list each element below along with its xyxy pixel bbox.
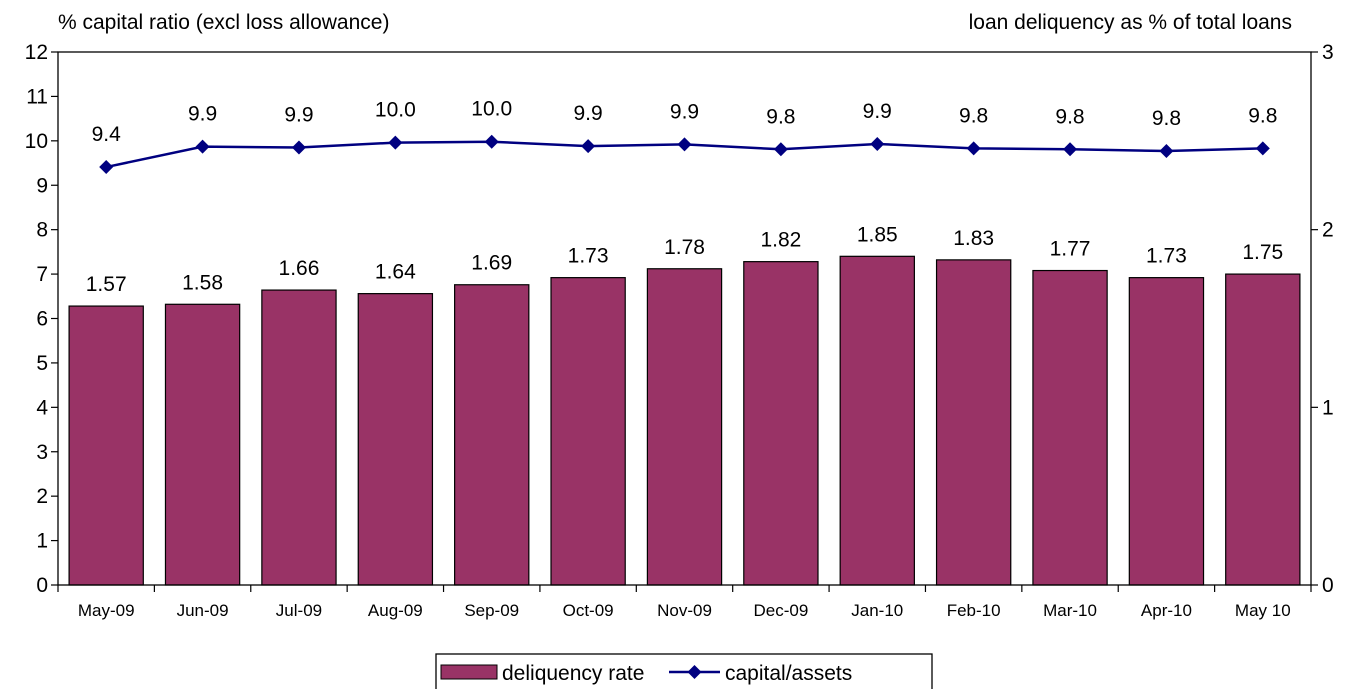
x-tick-label: Aug-09 [368, 601, 423, 620]
bar-data-label: 1.57 [86, 273, 127, 296]
line-data-label: 9.9 [574, 102, 603, 125]
bar [1032, 269, 1108, 586]
bar-data-label: 1.73 [1146, 245, 1187, 268]
bar [164, 303, 241, 586]
left-tick-label: 0 [36, 574, 48, 597]
line-point-diamond-marker [1159, 144, 1174, 159]
left-axis-title: % capital ratio (excl loss allowance) [58, 11, 389, 34]
right-axis: 0 1 2 3 [1311, 41, 1334, 597]
bar-data-label: 1.66 [279, 257, 320, 280]
x-axis: May-09 Jun-09 Jul-09 Aug-09 Sep-09 Oct-09 Nov-… [57, 585, 1312, 620]
right-axis-title: loan deliquency as % of total loans [969, 11, 1292, 34]
line-point-diamond-marker [484, 134, 499, 149]
line-data-label: 10.0 [375, 99, 416, 122]
bar [646, 268, 723, 586]
line-point-diamond-marker [870, 136, 885, 151]
line-point-diamond-marker [99, 160, 114, 175]
line-data-label: 9.8 [1248, 104, 1277, 127]
bar [550, 277, 626, 586]
line-data-label: 9.9 [284, 103, 313, 126]
left-tick-label: 4 [36, 396, 48, 419]
line-data-labels: 9.4 9.9 9.9 10.0 10.0 9.9 9.9 9.8 9.9 9.8 9.8 9.8 9.… [92, 98, 1278, 146]
bar [839, 255, 915, 586]
bar-data-labels: 1.57 1.58 1.66 1.64 1.69 1.73 1.78 1.82 1.85 1.83… [86, 223, 1283, 296]
x-tick-label: Oct-09 [563, 601, 614, 620]
x-tick-label: Nov-09 [657, 601, 712, 620]
left-tick-label: 6 [36, 308, 48, 331]
line-data-label: 9.4 [92, 123, 122, 146]
left-tick-label: 12 [25, 41, 48, 64]
line-data-label: 9.8 [1055, 105, 1084, 128]
line-point-diamond-marker [1063, 142, 1078, 157]
left-tick-label: 8 [36, 219, 48, 242]
bar-data-label: 1.77 [1050, 238, 1091, 261]
x-tick-label: Dec-09 [753, 601, 808, 620]
x-tick-label: May-09 [78, 601, 135, 620]
line-point-diamond-marker [1255, 141, 1270, 156]
line-point-diamond-marker [581, 139, 596, 154]
bar [743, 261, 819, 586]
bar [1225, 273, 1301, 586]
bar-data-label: 1.73 [568, 245, 609, 268]
left-tick-label: 7 [36, 263, 48, 286]
x-tick-label: Jul-09 [276, 601, 322, 620]
bar-data-label: 1.64 [375, 261, 416, 284]
line-point-diamond-marker [195, 139, 210, 154]
line-data-label: 9.8 [959, 104, 988, 127]
x-tick-label: Jan-10 [851, 601, 903, 620]
line-data-label: 9.9 [670, 100, 699, 123]
bar [357, 293, 434, 586]
x-tick-label: Sep-09 [464, 601, 519, 620]
bar-data-label: 1.58 [182, 271, 223, 294]
x-tick-label: Feb-10 [947, 601, 1001, 620]
right-tick-label: 1 [1322, 396, 1334, 419]
line-point-diamond-marker [388, 135, 403, 150]
legend-line-label: capital/assets [725, 662, 852, 685]
x-tick-label: Jun-09 [177, 601, 229, 620]
right-tick-label: 0 [1322, 574, 1334, 597]
bar [1128, 277, 1205, 586]
right-tick-label: 3 [1322, 41, 1334, 64]
line-point-diamond-marker [677, 137, 692, 152]
left-tick-label: 3 [36, 441, 48, 464]
legend-bar-label: deliquency rate [502, 662, 644, 685]
line-point-diamond-marker [291, 140, 306, 155]
line-series [99, 134, 1270, 175]
left-tick-label: 5 [36, 352, 48, 375]
left-tick-label: 10 [25, 130, 48, 153]
bar-data-label: 1.85 [857, 223, 898, 246]
bar-data-label: 1.82 [760, 229, 801, 252]
legend-bar-swatch [440, 664, 498, 680]
left-tick-label: 11 [26, 85, 48, 108]
line-data-label: 9.9 [188, 103, 217, 126]
left-tick-label: 1 [36, 530, 48, 553]
bar [261, 289, 337, 586]
bar-data-label: 1.69 [471, 252, 512, 275]
x-tick-label: Mar-10 [1043, 601, 1097, 620]
legend: deliquency rate capital/assets [435, 653, 933, 689]
bar-series [68, 255, 1301, 586]
x-tick-label: May 10 [1235, 601, 1291, 620]
line-data-label: 9.8 [766, 105, 795, 128]
legend-diamond-marker-icon [687, 665, 702, 679]
left-tick-label: 9 [36, 174, 48, 197]
bar [935, 259, 1012, 586]
bar-data-label: 1.83 [953, 227, 994, 250]
bar [454, 284, 530, 586]
left-tick-label: 2 [36, 485, 48, 508]
bar [68, 305, 144, 586]
bar-data-label: 1.78 [664, 236, 705, 259]
line-point-diamond-marker [773, 142, 788, 157]
line-data-label: 10.0 [471, 98, 512, 121]
right-tick-label: 2 [1322, 219, 1334, 242]
line-data-label: 9.8 [1152, 107, 1181, 130]
line-point-diamond-marker [966, 141, 981, 156]
line-data-label: 9.9 [863, 100, 892, 123]
x-tick-label: Apr-10 [1141, 601, 1192, 620]
bar-data-label: 1.75 [1242, 241, 1283, 264]
